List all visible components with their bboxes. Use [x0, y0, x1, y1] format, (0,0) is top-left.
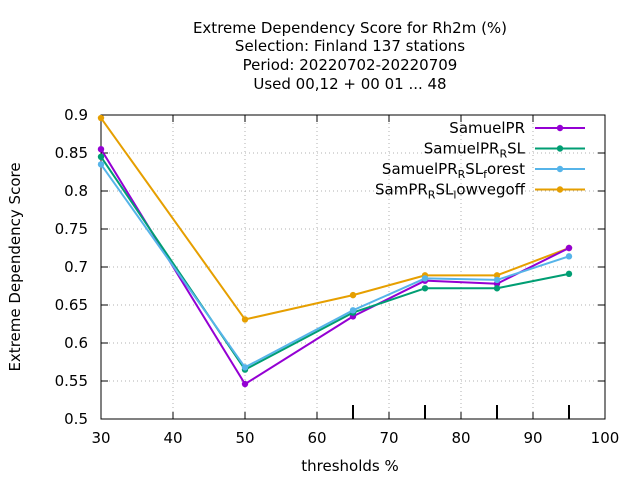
legend-entry: SamPRRSLlowvegoff	[375, 181, 585, 202]
series-line	[100, 148, 570, 386]
y-tick-label: 0.6	[64, 334, 88, 352]
title-line-4: Used 00,12 + 00 01 ... 48	[253, 75, 446, 93]
data-point	[241, 364, 249, 371]
data-point	[97, 114, 105, 122]
data-point	[349, 307, 357, 314]
grid	[101, 115, 605, 419]
data-point	[493, 285, 501, 292]
legend-swatch-marker	[556, 124, 564, 132]
legend-label: SamuelPRRSL	[424, 140, 526, 161]
y-tick-label: 0.55	[55, 372, 88, 390]
data-point	[565, 244, 573, 252]
legend-swatch-marker	[556, 165, 564, 173]
data-point	[493, 272, 501, 279]
axis-ticks	[100, 114, 606, 420]
x-tick-label: 50	[235, 429, 254, 447]
title-line-1: Extreme Dependency Score for Rh2m (%)	[193, 19, 507, 37]
legend-label: SamuelPR	[449, 119, 525, 137]
x-tick-label: 30	[91, 429, 110, 447]
data-point	[421, 285, 429, 292]
legend-entry: SamuelPRRSLforest	[382, 160, 585, 181]
series-line	[100, 117, 570, 321]
y-tick-label: 0.8	[64, 182, 88, 200]
x-axis-label: thresholds %	[301, 457, 398, 475]
y-tick-label: 0.5	[64, 410, 88, 428]
data-point	[241, 316, 249, 323]
data-point	[97, 146, 105, 153]
legend-entry: SamuelPRRSL	[424, 140, 585, 161]
data-point	[97, 153, 105, 160]
x-tick-labels: 30 40 50 60 70 80 90 100	[91, 429, 619, 447]
series-layer	[97, 114, 573, 388]
series-SamPR_RSL_lowvegoff	[97, 114, 573, 323]
legend-entry: SamuelPR	[449, 119, 585, 137]
x-tick-label: 60	[307, 429, 326, 447]
y-tick-label: 0.9	[64, 106, 88, 124]
legend-swatch-marker	[556, 186, 564, 193]
series-SamuelPR_RSL_forest	[97, 161, 573, 371]
legend-swatch-marker	[556, 145, 564, 152]
x-tick-label: 70	[379, 429, 398, 447]
x-tick-label: 40	[163, 429, 182, 447]
y-axis-label: Extreme Dependency Score	[6, 162, 24, 371]
y-tick-label: 0.65	[55, 296, 88, 314]
y-tick-label: 0.7	[64, 258, 88, 276]
y-tick-label: 0.75	[55, 220, 88, 238]
data-point	[241, 380, 249, 388]
legend-label: SamuelPRRSLforest	[382, 160, 525, 181]
title-line-2: Selection: Finland 137 stations	[235, 37, 465, 55]
y-tick-labels: 0.5 0.55 0.6 0.65 0.7 0.75 0.8 0.85 0.9	[55, 106, 88, 428]
x-tick-label: 100	[591, 429, 620, 447]
title-line-3: Period: 20220702-20220709	[243, 56, 458, 74]
data-point	[565, 253, 573, 260]
y-tick-label: 0.85	[55, 144, 88, 162]
x-tick-label: 80	[451, 429, 470, 447]
series-line	[100, 163, 570, 369]
data-point	[493, 276, 501, 284]
legend-label: SamPRRSLlowvegoff	[375, 181, 526, 202]
data-point	[421, 275, 429, 282]
data-point	[97, 161, 105, 168]
x-tick-label: 90	[523, 429, 542, 447]
data-point	[565, 270, 573, 278]
chart-title: Extreme Dependency Score for Rh2m (%) Se…	[193, 19, 507, 93]
legend: SamuelPR SamuelPRRSLSamuelPRRSLforestSamP…	[375, 119, 585, 202]
data-point	[349, 291, 357, 299]
